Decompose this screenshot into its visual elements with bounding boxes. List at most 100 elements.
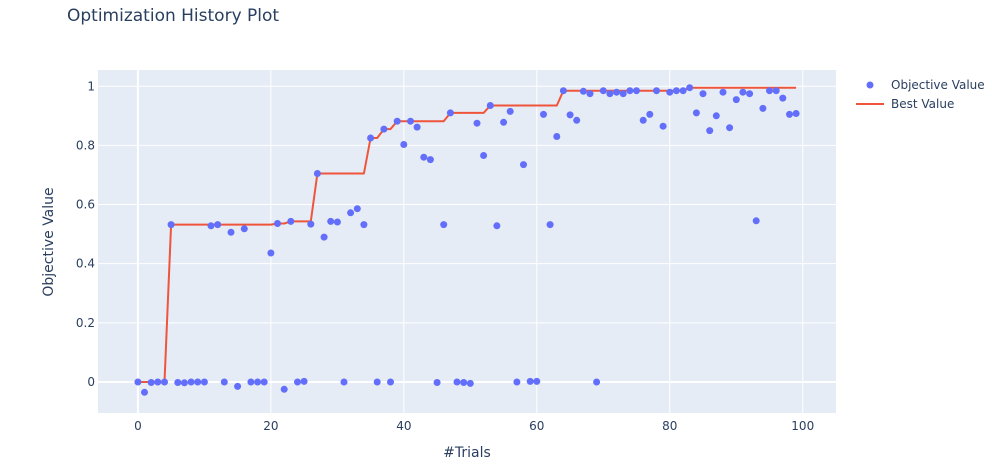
objective-value-point[interactable] xyxy=(260,378,268,386)
objective-value-point[interactable] xyxy=(666,88,674,96)
objective-value-point[interactable] xyxy=(300,377,308,385)
objective-value-point[interactable] xyxy=(294,378,301,386)
objective-value-point[interactable] xyxy=(486,102,494,109)
objective-value-point[interactable] xyxy=(786,110,793,118)
objective-value-point[interactable] xyxy=(573,116,581,124)
objective-value-point[interactable] xyxy=(699,90,707,98)
objective-value-point[interactable] xyxy=(234,382,242,390)
objective-value-point[interactable] xyxy=(712,112,720,120)
objective-value-point[interactable] xyxy=(134,378,142,386)
objective-value-point[interactable] xyxy=(274,220,281,227)
objective-value-point[interactable] xyxy=(387,378,394,386)
objective-value-point[interactable] xyxy=(653,87,660,95)
objective-value-point[interactable] xyxy=(659,122,667,130)
objective-value-point[interactable] xyxy=(280,385,288,393)
objective-value-point[interactable] xyxy=(347,209,355,217)
objective-value-point[interactable] xyxy=(420,153,428,161)
objective-value-point[interactable] xyxy=(167,221,175,229)
objective-value-point[interactable] xyxy=(180,379,188,387)
objective-value-point[interactable] xyxy=(227,228,235,236)
objective-value-point[interactable] xyxy=(719,88,727,96)
objective-value-point[interactable] xyxy=(672,87,680,95)
objective-value-point[interactable] xyxy=(380,125,388,133)
objective-value-point[interactable] xyxy=(254,378,262,386)
objective-value-point[interactable] xyxy=(553,133,561,140)
objective-value-point[interactable] xyxy=(194,378,202,386)
objective-value-point[interactable] xyxy=(373,378,381,386)
objective-value-point[interactable] xyxy=(440,221,448,229)
objective-value-point[interactable] xyxy=(320,233,328,241)
objective-value-point[interactable] xyxy=(327,217,335,225)
objective-value-point[interactable] xyxy=(706,127,714,135)
objective-value-point[interactable] xyxy=(473,119,481,127)
objective-value-point[interactable] xyxy=(526,377,534,385)
objective-value-point[interactable] xyxy=(533,377,541,385)
objective-value-point[interactable] xyxy=(340,378,348,386)
objective-value-point[interactable] xyxy=(520,161,527,169)
objective-value-point[interactable] xyxy=(207,222,215,230)
objective-value-point[interactable] xyxy=(779,94,787,102)
objective-value-point[interactable] xyxy=(559,87,567,95)
objective-value-point[interactable] xyxy=(307,220,315,228)
objective-value-point[interactable] xyxy=(313,170,321,177)
objective-value-point[interactable] xyxy=(187,378,195,386)
objective-value-point[interactable] xyxy=(506,107,514,115)
objective-value-point[interactable] xyxy=(726,124,734,132)
objective-value-point[interactable] xyxy=(546,221,554,229)
objective-value-point[interactable] xyxy=(426,156,434,164)
objective-value-point[interactable] xyxy=(413,123,421,131)
objective-value-point[interactable] xyxy=(353,205,361,213)
legend-item-best-value[interactable]: Best Value xyxy=(856,97,954,111)
objective-value-point[interactable] xyxy=(154,378,162,386)
objective-value-point[interactable] xyxy=(453,378,461,386)
objective-value-point[interactable] xyxy=(766,87,773,95)
objective-value-point[interactable] xyxy=(739,88,747,96)
objective-value-point[interactable] xyxy=(220,378,228,386)
objective-value-point[interactable] xyxy=(200,378,208,386)
legend-item-objective-value[interactable]: Objective Value xyxy=(866,78,985,92)
objective-value-point[interactable] xyxy=(460,379,468,386)
objective-value-point[interactable] xyxy=(619,90,627,98)
objective-value-point[interactable] xyxy=(599,87,607,95)
objective-value-point[interactable] xyxy=(247,378,255,386)
objective-value-point[interactable] xyxy=(267,249,275,257)
objective-value-point[interactable] xyxy=(646,110,654,118)
objective-value-point[interactable] xyxy=(633,87,640,95)
objective-value-point[interactable] xyxy=(393,117,401,125)
objective-value-point[interactable] xyxy=(333,218,341,226)
objective-value-point[interactable] xyxy=(692,109,700,117)
objective-value-point[interactable] xyxy=(174,379,182,386)
objective-value-point[interactable] xyxy=(493,222,501,230)
objective-value-point[interactable] xyxy=(679,87,687,95)
objective-value-point[interactable] xyxy=(367,134,375,142)
objective-value-point[interactable] xyxy=(407,117,414,125)
objective-value-point[interactable] xyxy=(513,378,521,386)
objective-value-point[interactable] xyxy=(500,118,508,126)
objective-value-point[interactable] xyxy=(686,84,694,92)
objective-value-point[interactable] xyxy=(772,87,780,95)
objective-value-point[interactable] xyxy=(746,90,754,98)
objective-value-point[interactable] xyxy=(147,379,155,386)
objective-value-point[interactable] xyxy=(732,96,740,104)
objective-value-point[interactable] xyxy=(759,104,767,112)
objective-value-point[interactable] xyxy=(566,111,574,119)
objective-value-point[interactable] xyxy=(161,378,168,386)
objective-value-point[interactable] xyxy=(639,116,647,124)
objective-value-point[interactable] xyxy=(433,379,441,386)
objective-value-point[interactable] xyxy=(466,379,474,387)
objective-value-point[interactable] xyxy=(613,88,621,96)
objective-value-point[interactable] xyxy=(752,217,760,225)
objective-value-point[interactable] xyxy=(360,221,368,229)
objective-value-point[interactable] xyxy=(480,152,488,159)
objective-value-point[interactable] xyxy=(579,87,587,95)
objective-value-point[interactable] xyxy=(540,110,547,118)
objective-value-point[interactable] xyxy=(626,87,634,95)
legend[interactable]: Objective Value Best Value xyxy=(856,78,985,111)
objective-value-point[interactable] xyxy=(593,378,601,386)
objective-value-point[interactable] xyxy=(240,225,248,233)
objective-value-point[interactable] xyxy=(446,109,454,117)
objective-value-point[interactable] xyxy=(400,141,408,148)
objective-value-point[interactable] xyxy=(287,217,295,225)
objective-value-point[interactable] xyxy=(586,90,594,98)
objective-value-point[interactable] xyxy=(214,221,222,229)
